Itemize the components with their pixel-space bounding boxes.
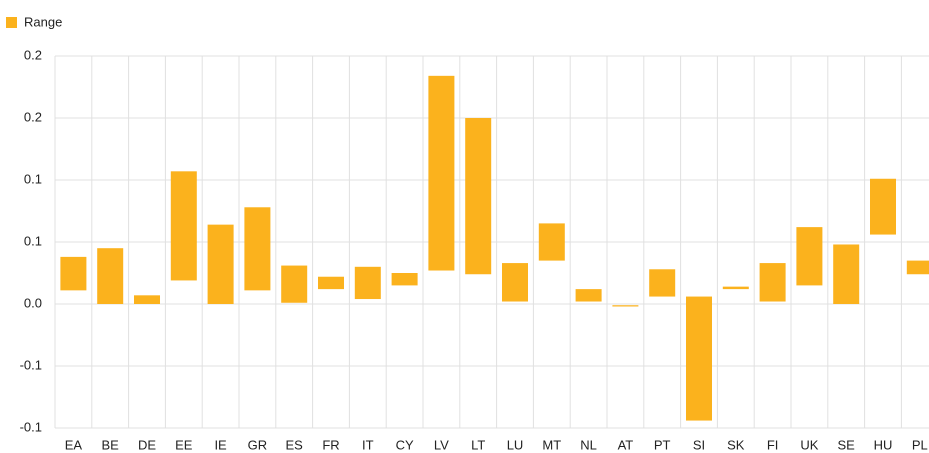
range-bar [207, 224, 234, 304]
x-tick-label: IT [362, 437, 374, 452]
range-bar [538, 223, 565, 261]
range-bar [612, 305, 639, 307]
range-bar [502, 263, 528, 302]
range-bar [318, 276, 344, 290]
range-bar [391, 273, 418, 286]
legend-label: Range [24, 14, 62, 29]
x-tick-label: LU [507, 437, 524, 452]
range-bar [722, 286, 749, 290]
x-tick-label: EA [65, 437, 83, 452]
x-tick-label: SK [727, 437, 745, 452]
y-tick-label: 0.2 [24, 47, 42, 62]
y-tick-label: 0.1 [24, 171, 42, 186]
x-tick-label: MT [542, 437, 561, 452]
y-tick-label: 0.1 [24, 233, 42, 248]
y-tick-label: -0.1 [20, 357, 42, 372]
x-tick-label: GR [248, 437, 268, 452]
range-bar [134, 295, 160, 304]
range-bar [575, 289, 602, 302]
range-bar [796, 227, 823, 286]
x-tick-label: NL [580, 437, 597, 452]
y-tick-label: 0.0 [24, 295, 42, 310]
x-tick-label: LV [434, 437, 449, 452]
x-tick-label: SE [838, 437, 856, 452]
range-bar [244, 207, 271, 291]
range-bar [649, 269, 676, 297]
x-tick-label: EE [175, 437, 193, 452]
range-bar [60, 256, 87, 291]
x-tick-label: UK [800, 437, 818, 452]
range-bar [354, 266, 381, 300]
range-bar [97, 248, 124, 304]
x-tick-label: SI [693, 437, 705, 452]
legend-swatch [6, 17, 17, 28]
x-tick-label: FI [767, 437, 779, 452]
range-bar [281, 265, 308, 303]
x-tick-label: CY [396, 437, 414, 452]
range-bar [833, 244, 860, 304]
x-tick-label: FR [322, 437, 339, 452]
x-tick-label: ES [286, 437, 304, 452]
range-bar [759, 263, 786, 302]
range-bar [686, 296, 712, 421]
x-tick-label: PT [654, 437, 671, 452]
x-tick-label: IE [214, 437, 227, 452]
x-tick-label: LT [471, 437, 485, 452]
range-bar [465, 118, 492, 275]
x-tick-label: BE [102, 437, 120, 452]
x-tick-label: AT [618, 437, 634, 452]
range-bar [870, 178, 896, 235]
x-tick-label: PL [912, 437, 928, 452]
x-tick-label: HU [874, 437, 893, 452]
range-bar [170, 171, 197, 281]
y-tick-label: 0.2 [24, 109, 42, 124]
range-bar [428, 75, 455, 271]
range-bar [906, 260, 929, 275]
y-tick-label: -0.1 [20, 419, 42, 434]
x-tick-label: DE [138, 437, 156, 452]
